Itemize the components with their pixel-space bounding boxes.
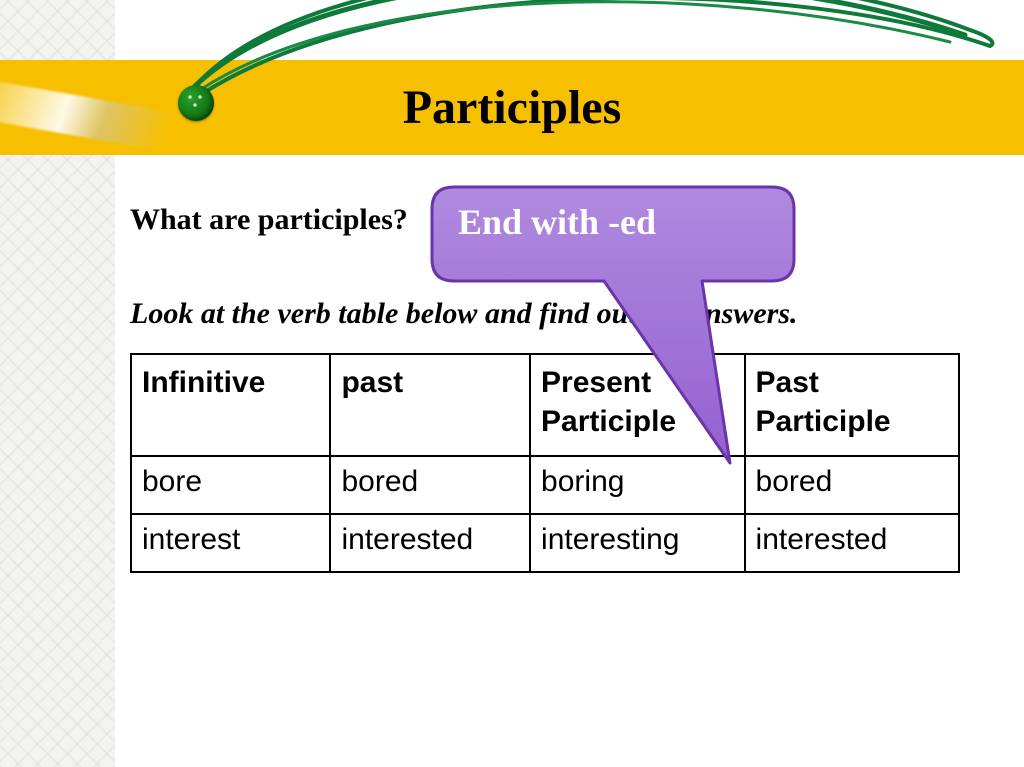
col-past: past	[330, 354, 530, 456]
table-cell: bored	[330, 456, 530, 514]
table-row: bore bored boring bored	[131, 456, 959, 514]
table-cell: interest	[131, 514, 330, 572]
table-cell: interesting	[530, 514, 744, 572]
verb-table: Infinitive past Present Participle Past …	[130, 353, 960, 573]
table-row: interest interested interesting interest…	[131, 514, 959, 572]
page-title: Participles	[403, 80, 622, 135]
table-cell: interested	[745, 514, 959, 572]
content-area: What are participles? Look at the verb t…	[130, 195, 970, 573]
bullet-dot-icon	[178, 85, 214, 121]
table-cell: boring	[530, 456, 744, 514]
table-cell: bore	[131, 456, 330, 514]
table-header-row: Infinitive past Present Participle Past …	[131, 354, 959, 456]
question-text: What are participles?	[130, 203, 970, 237]
table-cell: interested	[330, 514, 530, 572]
instruction-text: Look at the verb table below and find ou…	[130, 297, 970, 331]
table-cell: bored	[745, 456, 959, 514]
title-band: Participles	[0, 60, 1024, 155]
col-infinitive: Infinitive	[131, 354, 330, 456]
col-present-participle: Present Participle	[530, 354, 744, 456]
col-past-participle: Past Participle	[745, 354, 959, 456]
